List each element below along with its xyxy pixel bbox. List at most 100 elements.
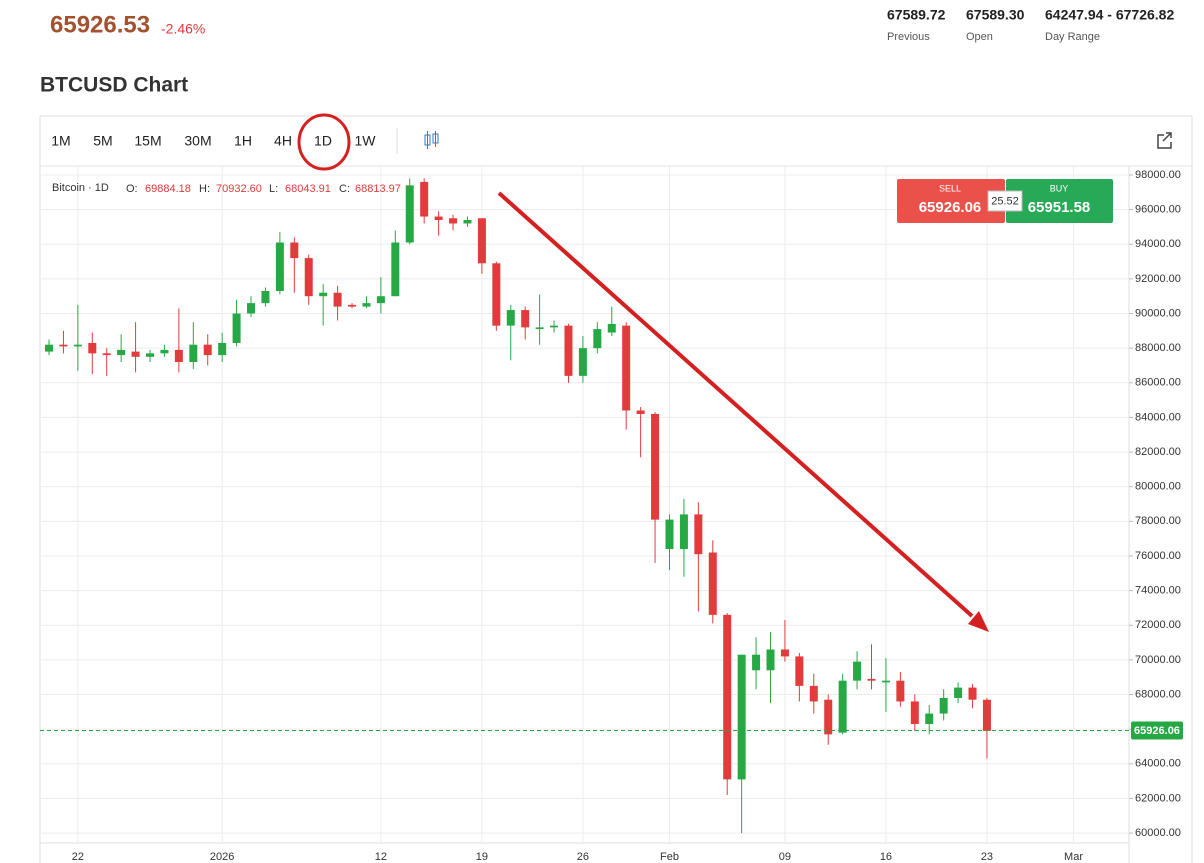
- candle-body: [766, 649, 775, 671]
- price-tag-label: 65926.06: [1134, 725, 1180, 737]
- buy-price: 65951.58: [1028, 199, 1091, 216]
- candle-body: [102, 353, 111, 356]
- x-tick-label: 23: [981, 851, 993, 863]
- fullscreen-icon[interactable]: [1157, 132, 1172, 149]
- trade-widget[interactable]: SELL 65926.06 BUY 65951.58 25.52: [897, 179, 1113, 223]
- candle-body: [982, 699, 991, 731]
- sell-price: 65926.06: [919, 199, 982, 216]
- candle-body: [679, 514, 688, 550]
- timeframe-button[interactable]: 1H: [234, 133, 252, 149]
- buy-button[interactable]: [1006, 179, 1113, 223]
- candle-body: [723, 614, 732, 780]
- candle-body: [665, 519, 674, 550]
- legend-value: 70932.60: [216, 183, 262, 195]
- candle-body: [362, 303, 371, 307]
- candle-body: [492, 263, 501, 326]
- y-tick-label: 94000.00: [1135, 238, 1181, 250]
- candle-body: [261, 291, 270, 304]
- candle-body: [247, 303, 256, 314]
- y-tick-label: 64000.00: [1135, 758, 1181, 770]
- candle-body: [290, 242, 299, 259]
- candle-body: [376, 296, 385, 304]
- candle-body: [708, 552, 717, 615]
- x-tick-label: 16: [880, 851, 892, 863]
- legend-value: 69884.18: [145, 183, 191, 195]
- timeframe-button[interactable]: 30M: [184, 133, 211, 149]
- y-tick-label: 96000.00: [1135, 204, 1181, 216]
- candle-body: [578, 348, 587, 376]
- candle-body: [420, 181, 429, 217]
- legend-value: 68043.91: [285, 183, 331, 195]
- chart-title: BTCUSD Chart: [40, 74, 188, 97]
- timeframe-button[interactable]: 5M: [93, 133, 112, 149]
- candle-body: [896, 680, 905, 702]
- sell-button[interactable]: [897, 179, 1005, 223]
- x-tick-label: 12: [375, 851, 387, 863]
- x-tick-label: Feb: [660, 851, 679, 863]
- y-tick-label: 72000.00: [1135, 619, 1181, 631]
- candle-body: [463, 219, 472, 224]
- stat-caption: Day Range: [1045, 31, 1100, 43]
- spread: 25.52: [991, 195, 1019, 207]
- buy-label: BUY: [1050, 183, 1069, 193]
- sell-label: SELL: [939, 183, 961, 193]
- candle-body: [550, 325, 559, 328]
- candle-body: [506, 310, 515, 326]
- candle-body: [189, 344, 198, 363]
- stat-value: 64247.94 - 67726.82: [1045, 7, 1174, 23]
- candle-body: [535, 327, 544, 330]
- candle-body: [795, 656, 804, 686]
- spread-box: [987, 190, 1023, 212]
- candle-body: [925, 713, 934, 724]
- timeframe-button[interactable]: 1W: [355, 133, 377, 149]
- x-tick-label: 2026: [210, 851, 234, 863]
- trend-arrowhead: [968, 611, 989, 632]
- legend-symbol: Bitcoin · 1D: [52, 182, 109, 194]
- x-tick-label: 22: [72, 851, 84, 863]
- candle-body: [881, 680, 890, 683]
- candle-body: [405, 185, 414, 243]
- candle-body: [910, 701, 919, 724]
- candle-body: [304, 258, 313, 297]
- y-tick-label: 70000.00: [1135, 654, 1181, 666]
- y-tick-label: 62000.00: [1135, 792, 1181, 804]
- y-tick-label: 82000.00: [1135, 446, 1181, 458]
- x-tick-label: Mar: [1064, 851, 1083, 863]
- timeframe-button[interactable]: 1D: [314, 133, 332, 149]
- candle-body: [391, 242, 400, 297]
- y-tick-label: 74000.00: [1135, 585, 1181, 597]
- candle-body: [521, 310, 530, 328]
- candle-body: [203, 344, 212, 356]
- timeframe-button[interactable]: 15M: [134, 133, 161, 149]
- candle-body: [939, 697, 948, 714]
- y-tick-label: 90000.00: [1135, 307, 1181, 319]
- candle-body: [174, 349, 183, 363]
- x-tick-label: 26: [577, 851, 589, 863]
- candle-body: [146, 353, 155, 357]
- chart-type-icon[interactable]: [424, 131, 439, 149]
- candle-body: [117, 349, 126, 356]
- y-tick-label: 68000.00: [1135, 688, 1181, 700]
- candle-body: [160, 349, 169, 354]
- candle-body: [477, 218, 486, 264]
- candle-body: [434, 216, 443, 220]
- stat-value: 67589.72: [887, 7, 946, 23]
- candle-body: [622, 325, 631, 411]
- y-tick-label: 84000.00: [1135, 411, 1181, 423]
- candle-body: [45, 344, 53, 352]
- candle-body: [737, 654, 746, 780]
- candle-body: [651, 413, 660, 520]
- candle-body: [752, 654, 761, 671]
- candle-body: [333, 292, 342, 307]
- candle-body: [59, 344, 68, 347]
- candle-body: [218, 342, 227, 356]
- timeframe-button[interactable]: 4H: [274, 133, 292, 149]
- stat-value: 67589.30: [966, 7, 1025, 23]
- timeframe-button[interactable]: 1M: [51, 133, 70, 149]
- x-tick-label: 19: [476, 851, 488, 863]
- candle-body: [809, 685, 818, 702]
- stat-caption: Previous: [887, 31, 930, 43]
- price-tag: [1131, 721, 1183, 740]
